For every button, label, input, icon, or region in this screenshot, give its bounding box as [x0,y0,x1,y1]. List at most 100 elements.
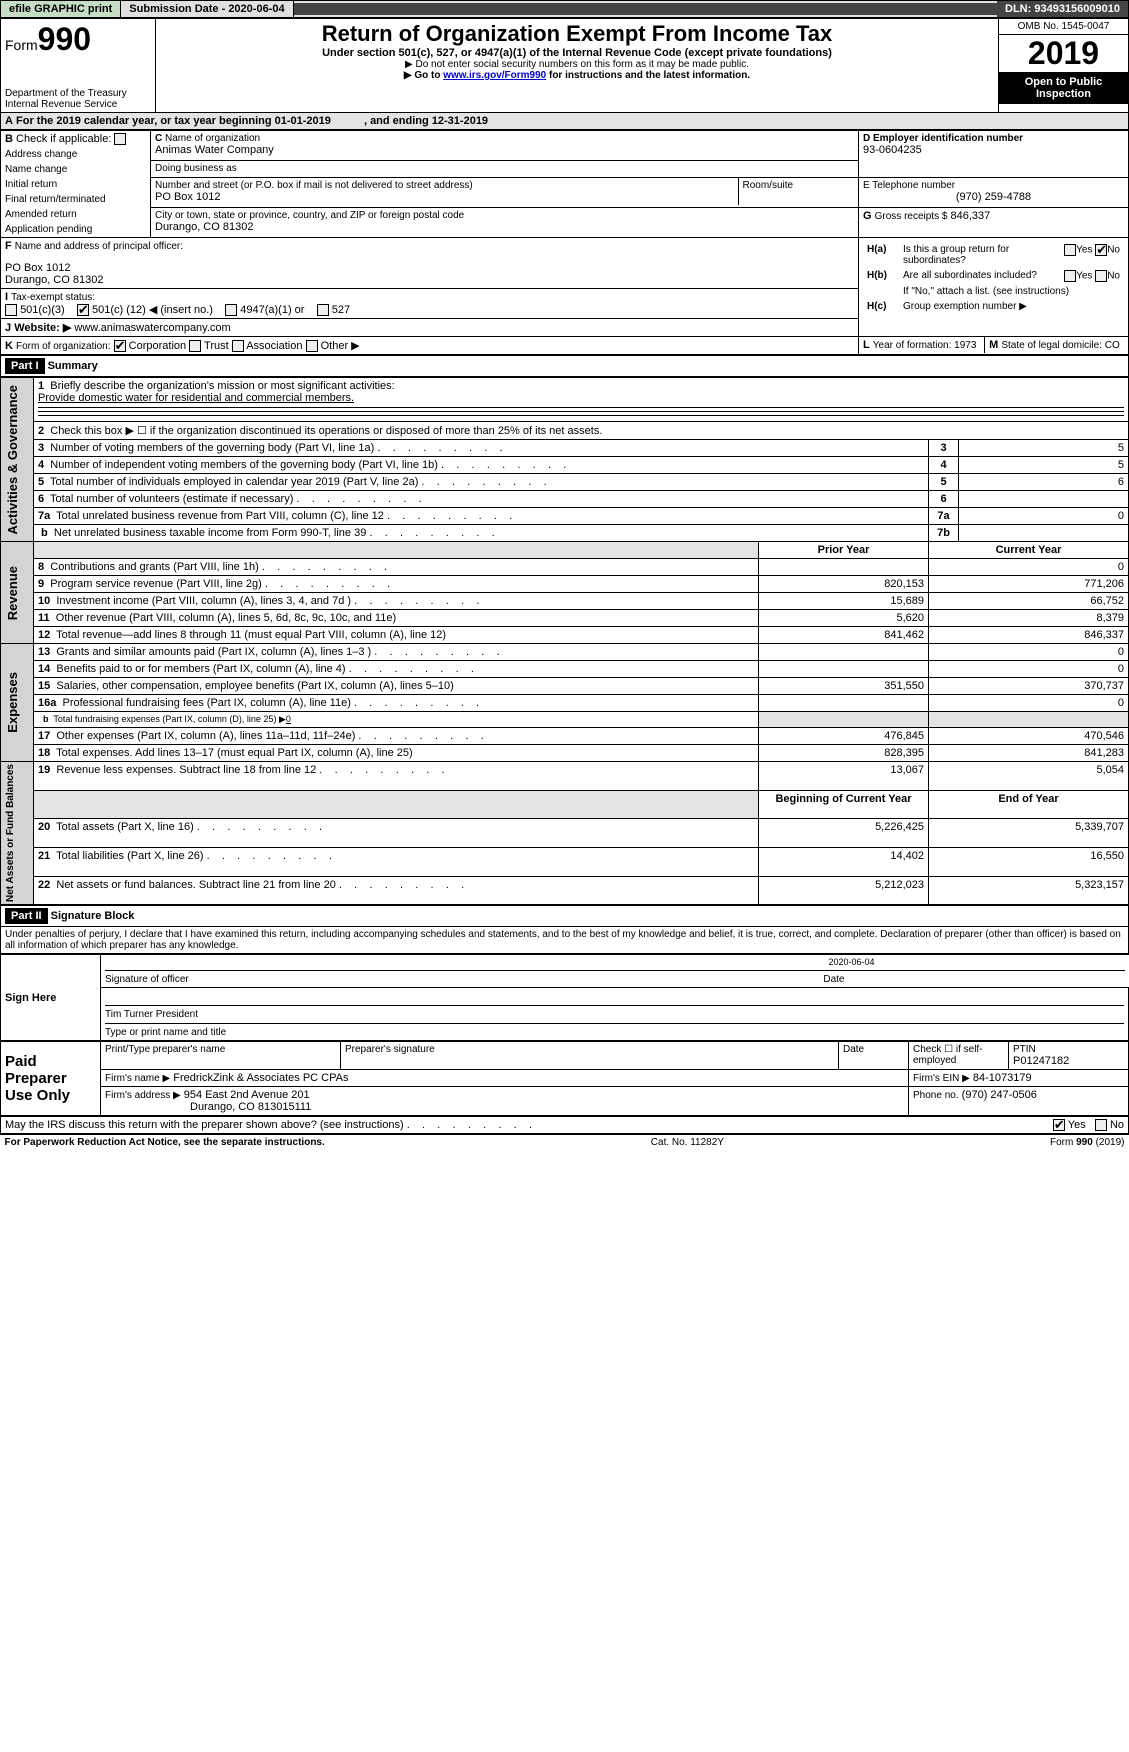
label-ha: H(a) [863,242,899,268]
l12-label: Total revenue—add lines 8 through 11 (mu… [56,629,446,641]
k-other-check[interactable] [306,340,318,352]
row-a-ending: , and ending 12-31-2019 [364,115,488,127]
self-emp-label: Check ☐ if self-employed [909,1042,1009,1070]
sign-date: 2020-06-04 [105,957,1125,967]
l7a-value: 0 [959,508,1129,525]
l21-current: 16,550 [929,848,1129,877]
l4-value: 5 [959,457,1129,474]
l7a-label: Total unrelated business revenue from Pa… [56,510,512,522]
l18-label: Total expenses. Add lines 13–17 (must eq… [56,747,412,759]
org-name: Animas Water Company [155,144,854,156]
l20-current: 5,339,707 [929,819,1129,848]
l11-prior: 5,620 [759,610,929,627]
row-a-text: For the 2019 calendar year, or tax year … [16,115,331,127]
cat-no: Cat. No. 11282Y [651,1137,724,1148]
l17-prior: 476,845 [759,728,929,745]
addr-change: Address change [5,149,77,160]
l9-label: Program service revenue (Part VIII, line… [50,578,390,590]
part-i-label: Part I [5,358,45,374]
form-title: Return of Organization Exempt From Incom… [160,21,994,47]
street: PO Box 1012 [155,191,734,203]
k-assoc-check[interactable] [232,340,244,352]
i-insert-no: 12 [130,304,142,316]
ssn-note: ▶ Do not enter social security numbers o… [160,59,994,70]
perjury-statement: Under penalties of perjury, I declare th… [1,927,1129,954]
ein: 93-0604235 [863,144,1124,156]
label-b: B [5,133,13,145]
l7b-label: Net unrelated business taxable income fr… [54,527,495,539]
label-a: A [5,115,13,127]
hc-text: Group exemption number ▶ [899,299,1124,314]
i-4947-check[interactable] [225,304,237,316]
l21-prior: 14,402 [759,848,929,877]
ha-yes-check[interactable] [1064,244,1076,256]
checkbox-applicable[interactable] [114,133,126,145]
l2-text: Check this box ▶ ☐ if the organization d… [50,425,602,437]
l21-label: Total liabilities (Part X, line 26) [56,850,332,862]
label-j: J [5,322,11,334]
gross-receipts: 846,337 [951,210,991,222]
hb-yes-check[interactable] [1064,270,1076,282]
prep-phone-label: Phone no. [913,1090,959,1101]
firm-name: FredrickZink & Associates PC CPAs [173,1072,348,1084]
i-501c-check[interactable] [77,304,89,316]
k-trust-check[interactable] [189,340,201,352]
form-number-big: 990 [38,21,91,57]
label-g: G [863,210,872,222]
discuss-yes-check[interactable] [1053,1119,1065,1131]
form-label: Form [5,37,38,53]
l16a-prior [759,695,929,712]
l12-current: 846,337 [929,627,1129,644]
l5-label: Total number of individuals employed in … [50,476,547,488]
firm-ein: 84-1073179 [973,1072,1032,1084]
officer-addr1: PO Box 1012 [5,262,854,274]
irs-link[interactable]: www.irs.gov/Form990 [443,70,546,81]
goto-note: ▶ Go to www.irs.gov/Form990 for instruct… [160,70,994,81]
prep-name-label: Print/Type preparer's name [101,1042,341,1070]
part-ii-label: Part II [5,908,48,924]
l6-label: Total number of volunteers (estimate if … [50,493,422,505]
city-label: City or town, state or province, country… [155,210,854,221]
l10-label: Investment income (Part VIII, column (A)… [56,595,479,607]
hb-note: If "No," attach a list. (see instruction… [899,284,1124,299]
k-corp-check[interactable] [114,340,126,352]
i-501c3-check[interactable] [5,304,17,316]
l19-label: Revenue less expenses. Subtract line 18 … [56,764,444,776]
discuss-no-check[interactable] [1095,1119,1107,1131]
room-label: Room/suite [743,180,855,191]
l3-value: 5 [959,440,1129,457]
l22-current: 5,323,157 [929,876,1129,905]
firm-name-label: Firm's name ▶ [105,1073,170,1084]
form-number: Form990 [5,21,151,58]
l14-label: Benefits paid to or for members (Part IX… [56,663,474,675]
preparer-table: Paid Preparer Use Only Print/Type prepar… [0,1041,1129,1116]
firm-addr2: Durango, CO 813015111 [190,1101,311,1113]
summary-table: Activities & Governance 1 Briefly descri… [0,377,1129,905]
l8-prior [759,559,929,576]
l20-label: Total assets (Part X, line 16) [56,821,322,833]
l15-label: Salaries, other compensation, employee b… [56,680,453,692]
i-527-check[interactable] [317,304,329,316]
row-a-table: A For the 2019 calendar year, or tax yea… [0,113,1129,130]
l11-label: Other revenue (Part VIII, column (A), li… [56,612,396,624]
submission-date: Submission Date - 2020-06-04 [121,1,293,17]
label-d: D Employer identification number [863,133,1124,144]
name-change: Name change [5,164,67,175]
l16a-current: 0 [929,695,1129,712]
street-label: Number and street (or P.O. box if mail i… [155,180,734,191]
l17-label: Other expenses (Part IX, column (A), lin… [56,730,483,742]
l11-current: 8,379 [929,610,1129,627]
ha-no-check[interactable] [1095,244,1107,256]
l17-current: 470,546 [929,728,1129,745]
l14-current: 0 [929,661,1129,678]
l4-label: Number of independent voting members of … [50,459,566,471]
label-e: E Telephone number [863,180,1124,191]
l14-prior [759,661,929,678]
eoy-header: End of Year [929,790,1129,819]
hb-no-check[interactable] [1095,270,1107,282]
gross-receipts-label: Gross receipts $ [875,211,948,222]
sig-name: Tim Turner President [105,1009,1124,1020]
dept-treasury: Department of the Treasury Internal Reve… [5,88,151,110]
l13-label: Grants and similar amounts paid (Part IX… [56,646,499,658]
l19-current: 5,054 [929,762,1129,791]
